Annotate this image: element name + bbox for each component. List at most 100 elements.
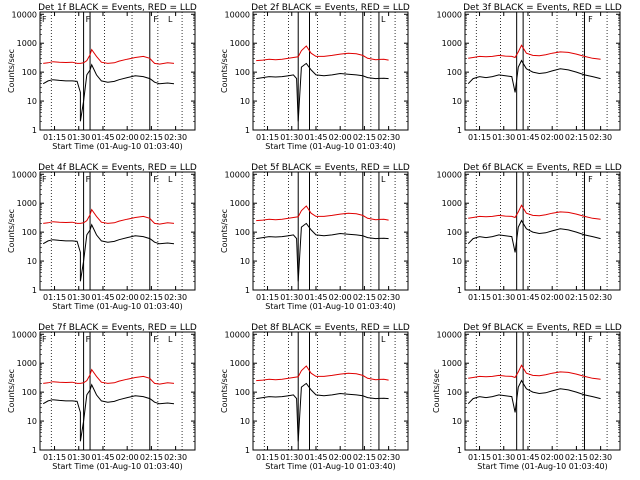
panel-title: Det 4f BLACK = Events, RED = LLD (38, 163, 197, 173)
x-tick-label: 02:30 (589, 133, 612, 142)
y-tick-label: 1000 (17, 199, 37, 208)
flag-label: L (168, 175, 173, 184)
y-axis-label: Counts/sec (220, 209, 229, 253)
x-tick-label: 01:15 (256, 293, 279, 302)
panel-4: Det 4f BLACK = Events, RED = LLD 1 10 100 10… (7, 163, 197, 311)
flag-label: F (588, 335, 593, 344)
panel-3: Det 3f BLACK = Events, RED = LLD 1 10 100 10… (437, 3, 622, 142)
flag-label: L (381, 15, 386, 24)
y-tick-label: 1000 (230, 39, 250, 48)
x-tick-label: 02:15 (353, 133, 376, 142)
events-series-line (256, 382, 389, 442)
x-tick-label: 01:30 (492, 293, 515, 302)
panel-title: Det 7f BLACK = Events, RED = LLD (38, 323, 197, 333)
x-tick-label: 01:45 (516, 293, 539, 302)
events-series-line (467, 59, 601, 93)
y-axis-label: Counts/sec (432, 369, 441, 413)
x-tick-label: 02:15 (565, 133, 588, 142)
y-tick-label: 10000 (437, 10, 462, 19)
y-axis-label: Counts/sec (7, 369, 16, 413)
x-tick-label: 02:30 (589, 293, 612, 302)
x-tick-label: 02:15 (565, 293, 588, 302)
x-tick-label: 02:00 (329, 453, 352, 462)
events-series-line (256, 222, 389, 282)
y-tick-label: 10000 (225, 170, 250, 179)
x-tick-label: 01:15 (43, 453, 66, 462)
y-tick-label: 10000 (437, 330, 462, 339)
panel-title: Det 9f BLACK = Events, RED = LLD (463, 323, 622, 333)
flag-label: F (588, 15, 593, 24)
y-tick-label: 100 (235, 228, 250, 237)
y-tick-label: 10 (240, 417, 250, 426)
y-tick-label: 10 (452, 97, 462, 106)
panel-9: Det 9f BLACK = Events, RED = LLD 1 10 100 10… (432, 323, 622, 471)
x-tick-label: 01:30 (492, 453, 515, 462)
x-tick-label: 02:15 (565, 453, 588, 462)
y-tick-label: 1000 (17, 39, 37, 48)
panel-2: Det 2f BLACK = Events, RED = LLD 1 10 100 10… (220, 3, 410, 151)
flag-label: F (42, 175, 47, 184)
x-axis-label: Start Time (01-Aug-10 01:03:40) (265, 462, 396, 471)
x-tick-label: 01:45 (304, 293, 327, 302)
panel-8: Det 8f BLACK = Events, RED = LLD 1 10 100 10… (220, 323, 410, 471)
y-tick-label: 10000 (437, 170, 462, 179)
x-axis-label: Start Time (01-Aug-10 01:03:40) (52, 302, 183, 311)
x-tick-label: 02:15 (140, 453, 163, 462)
y-tick-label: 100 (22, 68, 37, 77)
flag-label: F (86, 335, 91, 344)
x-tick-label: 01:30 (492, 133, 515, 142)
flag-label: F (153, 175, 158, 184)
panel-title: Det 2f BLACK = Events, RED = LLD (251, 3, 410, 13)
y-tick-label: 100 (447, 68, 462, 77)
lld-series-line (256, 45, 389, 62)
x-tick-label: 02:15 (140, 293, 163, 302)
x-axis-label: Start Time (01-Aug-10 01:03:40) (265, 302, 396, 311)
x-tick-label: 02:00 (116, 293, 139, 302)
x-tick-label: 01:15 (43, 133, 66, 142)
y-tick-label: 1 (245, 286, 250, 295)
panel-7: Det 7f BLACK = Events, RED = LLD 1 10 100 10… (7, 323, 197, 471)
lld-series-line (43, 208, 175, 225)
x-tick-label: 02:30 (164, 453, 187, 462)
plot-frame (252, 331, 409, 451)
panel-title: Det 6f BLACK = Events, RED = LLD (463, 163, 622, 173)
panel-1: Det 1f BLACK = Events, RED = LLD 1 10 100 10… (7, 3, 197, 151)
y-tick-label: 1 (457, 126, 462, 135)
x-tick-label: 02:15 (140, 133, 163, 142)
y-axis-label: Counts/sec (7, 49, 16, 93)
plot-frame (464, 11, 621, 131)
y-tick-label: 1 (245, 126, 250, 135)
panel-title: Det 8f BLACK = Events, RED = LLD (251, 323, 410, 333)
x-tick-label: 02:30 (589, 453, 612, 462)
x-tick-label: 01:15 (43, 293, 66, 302)
y-tick-label: 100 (447, 228, 462, 237)
lld-series-line (468, 44, 601, 60)
lld-series-line (468, 204, 601, 220)
x-tick-label: 01:30 (280, 293, 303, 302)
y-tick-label: 1 (32, 126, 37, 135)
y-axis-label: Counts/sec (7, 209, 16, 253)
plot-frame (39, 171, 196, 291)
y-axis-label: Counts/sec (220, 49, 229, 93)
x-tick-label: 01:30 (67, 133, 90, 142)
x-tick-label: 02:00 (329, 133, 352, 142)
events-series-line (256, 62, 389, 122)
x-tick-label: 01:15 (468, 133, 491, 142)
x-tick-label: 01:45 (304, 133, 327, 142)
flag-label: F (42, 15, 47, 24)
plot-frame (39, 331, 196, 451)
y-tick-label: 1000 (442, 199, 462, 208)
x-tick-label: 01:45 (91, 293, 114, 302)
y-tick-label: 10 (240, 97, 250, 106)
y-tick-label: 10000 (225, 10, 250, 19)
y-tick-label: 1000 (230, 199, 250, 208)
y-tick-label: 100 (22, 388, 37, 397)
y-tick-label: 10000 (12, 10, 37, 19)
plot-frame (464, 331, 621, 451)
y-tick-label: 10000 (225, 330, 250, 339)
y-tick-label: 10 (27, 417, 37, 426)
y-tick-label: 10 (452, 417, 462, 426)
plot-frame (252, 11, 409, 131)
x-tick-label: 02:30 (164, 293, 187, 302)
events-series-line (42, 223, 175, 282)
